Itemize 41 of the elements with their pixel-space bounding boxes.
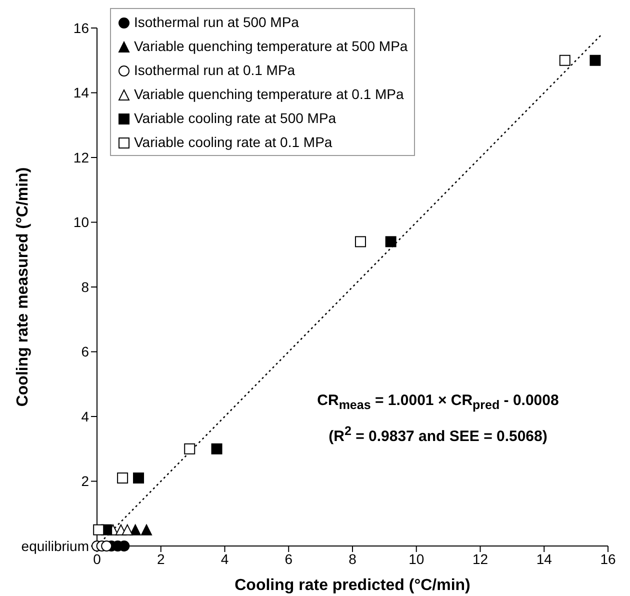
point bbox=[590, 54, 601, 66]
y-tick-label: 6 bbox=[81, 344, 90, 360]
y-tick-label: 8 bbox=[81, 278, 90, 295]
annotation: (R$^{2}$ = 0.9837 and SEE = 0.5068) bbox=[328, 423, 548, 447]
y-tick-label: 10 bbox=[73, 214, 90, 230]
point bbox=[559, 54, 570, 66]
x-tick-label: 8 bbox=[348, 550, 357, 567]
legend-label: Variable cooling rate at 500 MPa bbox=[133, 109, 338, 128]
y-axis-title: Cooling rate measured (°C/min) bbox=[14, 167, 32, 407]
legend-label: Isothermal run at 0.1 MPa bbox=[133, 61, 296, 80]
x-axis-title: Cooling rate predicted (°C/min) bbox=[234, 577, 470, 594]
legend-label: Variable quenching temperature at 500 MPa bbox=[133, 37, 408, 56]
y-tick-label: 14 bbox=[73, 84, 90, 101]
point bbox=[122, 524, 133, 536]
point bbox=[93, 524, 104, 536]
x-tick-label: 16 bbox=[600, 550, 616, 567]
x-tick-label: 0 bbox=[93, 550, 102, 567]
point bbox=[141, 524, 152, 536]
y-tick-label: 16 bbox=[73, 20, 90, 36]
point bbox=[117, 472, 128, 484]
point bbox=[133, 472, 144, 484]
x-tick-label: 6 bbox=[284, 550, 293, 567]
x-tick-label: 12 bbox=[472, 550, 488, 567]
y-tick-label: equilibrium bbox=[21, 538, 89, 554]
point bbox=[130, 524, 141, 536]
point bbox=[101, 540, 112, 552]
point bbox=[211, 443, 222, 454]
legend-label: Isothermal run at 500 MPa bbox=[133, 13, 300, 32]
x-tick-label: 2 bbox=[156, 550, 165, 567]
legend-label: Variable cooling rate at 0.1 MPa bbox=[133, 133, 334, 152]
point bbox=[354, 236, 366, 248]
y-tick-label: 12 bbox=[73, 149, 90, 166]
x-tick-label: 4 bbox=[220, 550, 229, 567]
x-tick-label: 10 bbox=[408, 550, 424, 567]
y-tick-label: 4 bbox=[81, 408, 90, 424]
x-tick-label: 14 bbox=[536, 550, 552, 567]
point bbox=[385, 236, 396, 248]
legend-label: Variable quenching temperature at 0.1 MPa bbox=[133, 85, 405, 104]
y-tick-label: 2 bbox=[81, 473, 90, 490]
point bbox=[184, 443, 196, 454]
annotation: CR$_{meas}$ = 1.0001 × CR$_{pred}$ - 0.0008 bbox=[316, 391, 560, 414]
